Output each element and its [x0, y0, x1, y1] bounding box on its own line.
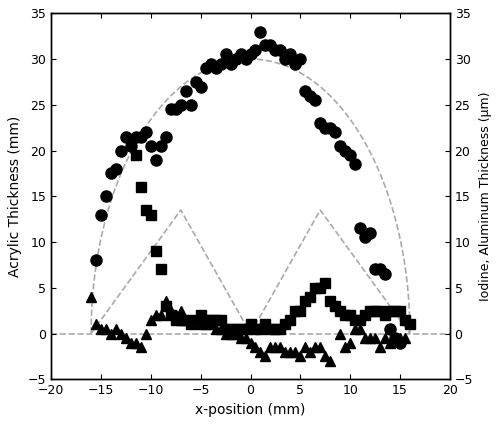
X-axis label: x-position (mm): x-position (mm) [196, 402, 306, 416]
Y-axis label: Iodine, Aluminum Thickness (μm): Iodine, Aluminum Thickness (μm) [478, 91, 492, 301]
Y-axis label: Acrylic Thickness (mm): Acrylic Thickness (mm) [8, 116, 22, 277]
